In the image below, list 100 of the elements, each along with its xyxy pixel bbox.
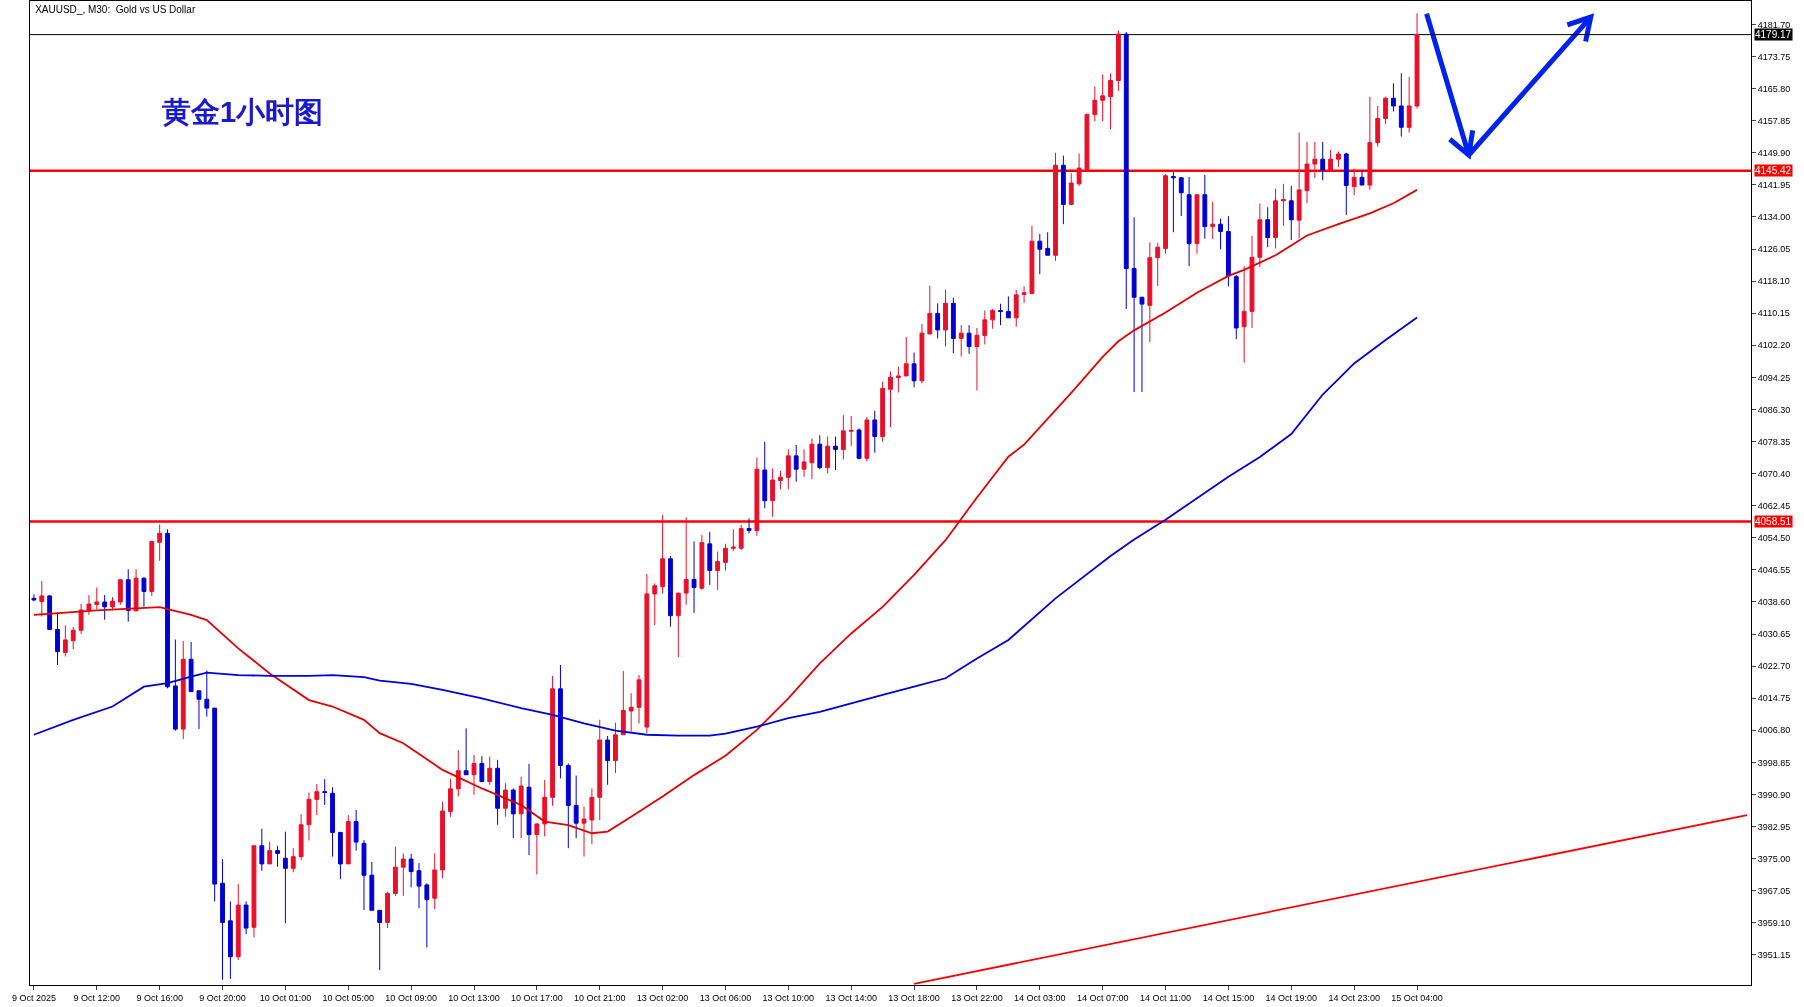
x-tick-label: 10 Oct 21:00 xyxy=(573,992,626,1003)
y-tick-label: 4006.80 xyxy=(1757,725,1791,736)
x-tick-label: 13 Oct 14:00 xyxy=(825,992,877,1003)
candlestick xyxy=(825,435,831,474)
y-tick-label: 3982.95 xyxy=(1757,821,1791,832)
candlestick xyxy=(778,470,783,490)
candlestick xyxy=(125,568,131,623)
candlestick xyxy=(1131,216,1137,393)
candlestick xyxy=(220,858,225,981)
candlestick xyxy=(510,787,516,839)
candlestick xyxy=(1328,149,1333,173)
candlestick xyxy=(644,573,650,734)
candlestick xyxy=(377,909,383,971)
ref-line-label: 4179.17 xyxy=(1755,29,1792,40)
candlestick xyxy=(1100,73,1106,122)
y-tick-label: 4094.25 xyxy=(1757,372,1791,383)
candlestick xyxy=(683,516,689,606)
candlestick xyxy=(872,410,878,454)
y-tick-label: 3967.05 xyxy=(1757,885,1791,896)
candlestick xyxy=(251,845,257,938)
candlestick xyxy=(636,674,642,724)
y-tick-label: 4070.40 xyxy=(1757,468,1791,479)
candlestick xyxy=(1218,218,1223,250)
candlestick xyxy=(785,448,791,490)
candlestick xyxy=(487,756,493,786)
candlestick xyxy=(345,814,351,865)
candlestick xyxy=(1414,13,1420,109)
candlestick xyxy=(715,551,721,591)
candlestick xyxy=(1123,31,1129,310)
candlestick xyxy=(1351,168,1357,196)
y-tick-label: 4022.70 xyxy=(1757,661,1791,672)
candlestick xyxy=(856,427,862,460)
candlestick xyxy=(1053,152,1058,262)
candlestick xyxy=(314,783,320,816)
candlestick xyxy=(628,692,634,733)
candlestick xyxy=(110,596,115,611)
candlestick xyxy=(691,540,697,614)
candlestick xyxy=(1383,96,1389,125)
candlestick xyxy=(400,852,406,897)
candlestick xyxy=(1139,296,1145,393)
candlestick xyxy=(70,626,76,650)
candlestick xyxy=(337,831,343,880)
y-tick-label: 4110.15 xyxy=(1757,308,1790,319)
candlestick xyxy=(1108,72,1113,130)
x-tick-label: 10 Oct 13:00 xyxy=(448,992,500,1003)
candlestick xyxy=(133,568,139,612)
candlestick xyxy=(1092,86,1098,122)
candlestick xyxy=(848,415,854,447)
y-tick-label: 4149.90 xyxy=(1757,147,1791,158)
candlestick xyxy=(361,839,367,911)
candlestick xyxy=(998,303,1003,326)
candlestick xyxy=(660,514,666,594)
candlestick xyxy=(518,776,524,839)
candlestick xyxy=(1265,206,1271,248)
candlestick xyxy=(526,763,532,856)
candlestick xyxy=(479,755,485,783)
candlestick xyxy=(1029,225,1035,295)
x-tick-label: 14 Oct 23:00 xyxy=(1328,992,1380,1003)
candlestick xyxy=(1225,215,1231,287)
candlestick xyxy=(1375,105,1381,148)
candlestick xyxy=(47,594,53,631)
candlestick xyxy=(927,285,933,335)
candlestick xyxy=(1249,235,1255,329)
candlestick xyxy=(1013,289,1019,328)
candlestick xyxy=(707,531,713,586)
candlestick xyxy=(157,523,163,562)
y-tick-label: 4062.45 xyxy=(1757,500,1791,511)
candlestick xyxy=(746,517,752,534)
candlestick xyxy=(55,611,60,666)
candlestick xyxy=(809,438,815,480)
candlestick xyxy=(62,624,68,657)
candlestick xyxy=(424,882,430,948)
y-tick-label: 4054.50 xyxy=(1757,532,1791,543)
candlestick xyxy=(196,690,202,730)
candlestick xyxy=(78,603,84,635)
candlestick xyxy=(793,444,799,483)
x-tick-label: 13 Oct 22:00 xyxy=(951,992,1003,1003)
candlestick xyxy=(1115,29,1121,92)
x-tick-label: 15 Oct 04:00 xyxy=(1391,992,1443,1003)
candlestick xyxy=(597,719,603,821)
candlestick xyxy=(282,831,288,924)
candlestick xyxy=(966,324,972,355)
x-tick-label: 10 Oct 09:00 xyxy=(385,992,437,1003)
candlestick xyxy=(432,852,438,910)
candlestick xyxy=(503,782,508,818)
candlestick xyxy=(919,323,925,384)
y-tick-label: 4102.20 xyxy=(1757,340,1791,351)
candlestick xyxy=(613,722,618,774)
x-tick-label: 9 Oct 16:00 xyxy=(136,992,183,1003)
candlestick xyxy=(1288,185,1294,241)
candlestick xyxy=(723,543,728,571)
candlestick xyxy=(235,883,241,961)
chart-title: XAUUSD_, M30: Gold vs US Dollar xyxy=(35,3,196,15)
candlestick xyxy=(1076,153,1082,187)
candlestick xyxy=(448,778,453,818)
candlestick xyxy=(605,735,611,786)
candlestick xyxy=(1241,265,1247,364)
candlestick xyxy=(290,847,296,873)
candlestick xyxy=(1005,295,1011,319)
y-tick-label: 3959.10 xyxy=(1757,917,1791,928)
